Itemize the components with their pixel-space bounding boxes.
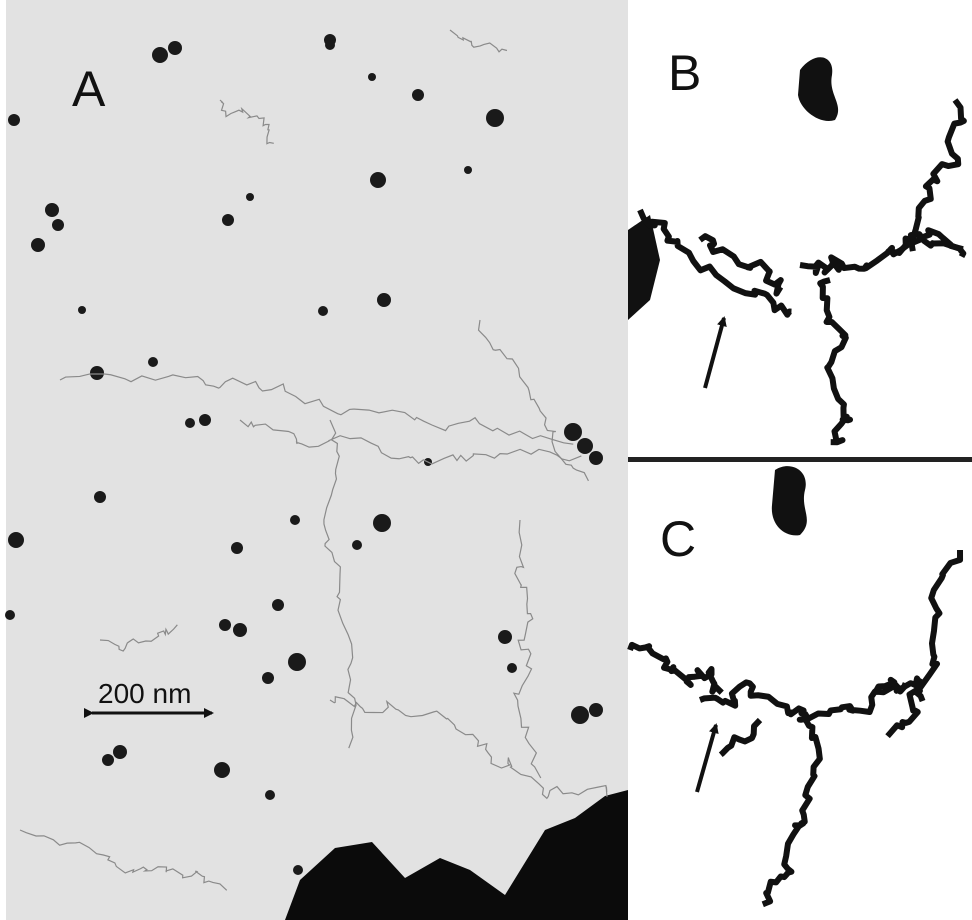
scale-bar-label: 200 nm	[98, 678, 191, 709]
particle	[262, 672, 274, 684]
particle	[589, 703, 603, 717]
particle	[507, 663, 517, 673]
particle	[148, 357, 158, 367]
particle	[102, 754, 114, 766]
particle	[265, 790, 275, 800]
particle	[272, 599, 284, 611]
panel-a-background	[6, 0, 628, 920]
particle	[199, 414, 211, 426]
particle	[589, 451, 603, 465]
particle	[45, 203, 59, 217]
particle	[94, 491, 106, 503]
particle	[219, 619, 231, 631]
particle	[152, 47, 168, 63]
panel-c: C	[628, 462, 972, 920]
particle	[486, 109, 504, 127]
blob	[772, 466, 807, 535]
particle	[498, 630, 512, 644]
particle	[168, 41, 182, 55]
particle	[185, 418, 195, 428]
particle	[222, 214, 234, 226]
particle	[564, 423, 582, 441]
panel-label: B	[668, 45, 701, 101]
particle	[571, 706, 589, 724]
particle	[90, 366, 104, 380]
particle	[233, 623, 247, 637]
particle	[293, 865, 303, 875]
panel-a: A 200 nm	[5, 0, 628, 920]
particle	[352, 540, 362, 550]
particle	[78, 306, 86, 314]
particle	[377, 293, 391, 307]
particle	[318, 306, 328, 316]
particle	[231, 542, 243, 554]
particle	[246, 193, 254, 201]
particle	[290, 515, 300, 525]
particle	[464, 166, 472, 174]
panel-b: B	[628, 0, 972, 458]
particle	[214, 762, 230, 778]
separator	[628, 457, 972, 462]
particle	[577, 438, 593, 454]
particle	[113, 745, 127, 759]
particle	[52, 219, 64, 231]
figure: A 200 nm B C	[0, 0, 972, 920]
particle	[373, 514, 391, 532]
particle	[370, 172, 386, 188]
particle	[8, 532, 24, 548]
particle	[288, 653, 306, 671]
panel-label: A	[72, 61, 106, 117]
particle	[31, 238, 45, 252]
particle	[325, 40, 335, 50]
particle	[412, 89, 424, 101]
particle	[368, 73, 376, 81]
particle	[5, 610, 15, 620]
particle	[8, 114, 20, 126]
panel-label: C	[660, 511, 696, 567]
page: A 200 nm B C (() => { const data = JSON.…	[0, 0, 972, 920]
